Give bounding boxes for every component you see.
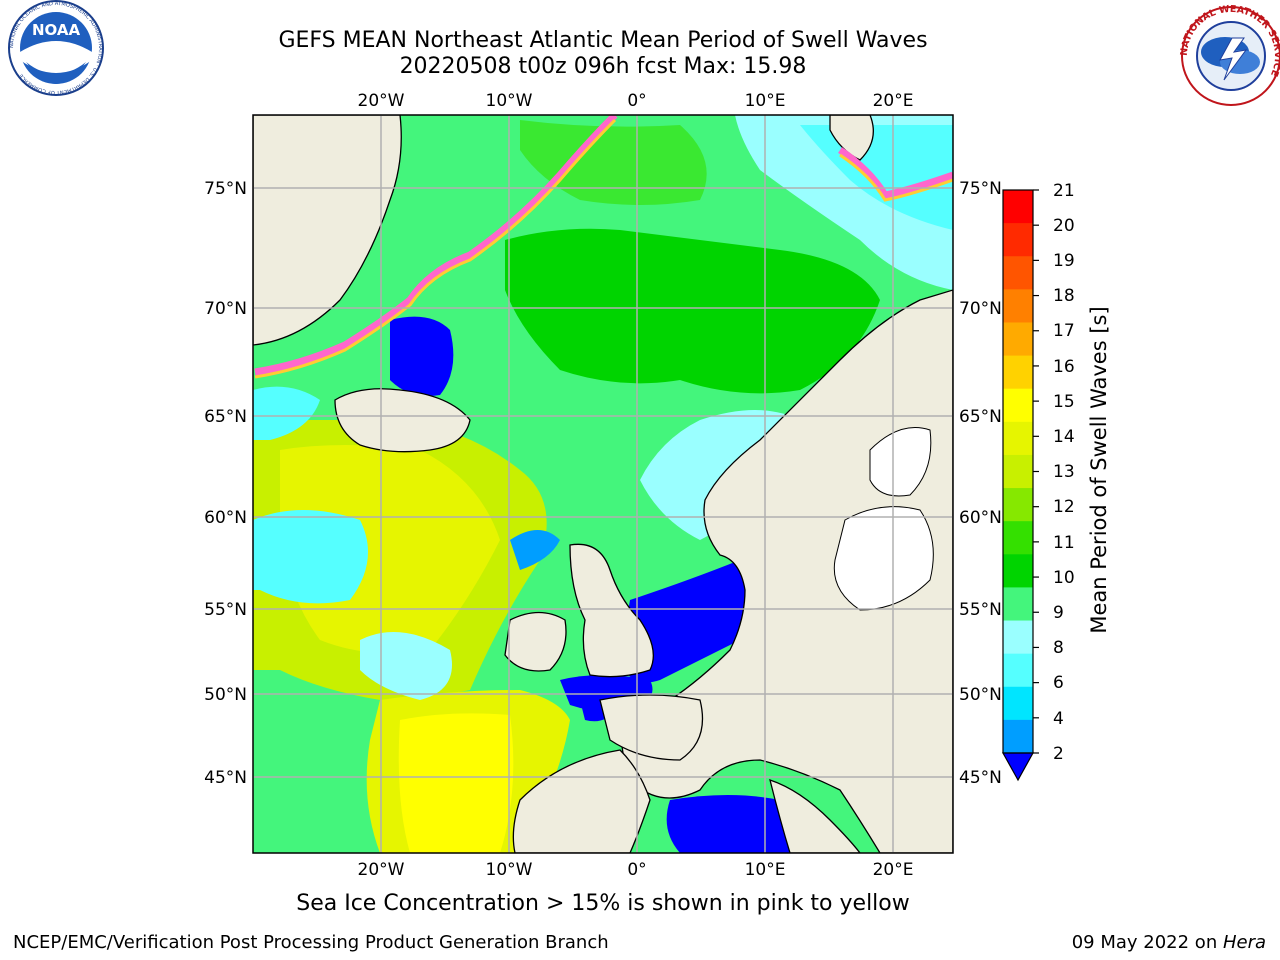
producer-credit: NCEP/EMC/Verification Post Processing Pr… bbox=[13, 932, 609, 953]
lat-label-left: 70°N bbox=[204, 299, 247, 319]
colorbar-tick-label: 14 bbox=[1053, 427, 1075, 447]
lon-label-top: 0° bbox=[627, 91, 646, 111]
colorbar-label: Mean Period of Swell Waves [s] bbox=[1087, 306, 1111, 633]
lat-label-left: 75°N bbox=[204, 179, 247, 199]
map-gridlines bbox=[253, 115, 953, 853]
lon-labels-top: 20°W 10°W 0° 10°E 20°E bbox=[358, 91, 914, 111]
colorbar-tick-label: 9 bbox=[1053, 603, 1064, 623]
lat-labels-left: 75°N 70°N 65°N 60°N 55°N 50°N 45°N bbox=[204, 179, 247, 788]
lat-labels-right: 75°N 70°N 65°N 60°N 55°N 50°N 45°N bbox=[959, 179, 1002, 788]
lon-label-top: 20°W bbox=[358, 91, 405, 111]
colorbar-swatch bbox=[1003, 521, 1033, 555]
colorbar-tick-label: 15 bbox=[1053, 392, 1075, 412]
lat-label-left: 55°N bbox=[204, 600, 247, 620]
lon-label-bottom: 20°E bbox=[873, 860, 914, 880]
lon-label-top: 10°E bbox=[745, 91, 786, 111]
lon-label-bottom: 10°E bbox=[745, 860, 786, 880]
colorbar-swatches bbox=[1001, 189, 1039, 782]
nws-logo: NATIONAL WEATHER SERVICE bbox=[1179, 4, 1280, 106]
colorbar-tick-label: 16 bbox=[1053, 357, 1075, 377]
colorbar-tick-label: 6 bbox=[1053, 673, 1064, 693]
lat-label-right: 50°N bbox=[959, 685, 1002, 705]
map-panel bbox=[253, 115, 953, 853]
colorbar: 21 20 19 18 17 16 15 14 13 12 11 10 9 8 … bbox=[1001, 181, 1111, 782]
lat-label-right: 60°N bbox=[959, 508, 1002, 528]
colorbar-swatch bbox=[1003, 289, 1033, 323]
colorbar-swatch bbox=[1003, 719, 1033, 754]
noaa-logo-text: NOAA bbox=[32, 21, 81, 39]
colorbar-swatch bbox=[1003, 421, 1033, 456]
colorbar-swatch bbox=[1003, 554, 1033, 588]
map-frame bbox=[252, 114, 954, 854]
lat-label-left: 50°N bbox=[204, 685, 247, 705]
generation-host: Hera bbox=[1222, 932, 1266, 953]
colorbar-swatch bbox=[1003, 488, 1033, 522]
lat-label-right: 55°N bbox=[959, 600, 1002, 620]
colorbar-tick-label: 2 bbox=[1053, 744, 1064, 764]
colorbar-swatch bbox=[1003, 587, 1033, 622]
colorbar-swatch bbox=[1003, 322, 1033, 357]
colorbar-tick-label: 21 bbox=[1053, 181, 1075, 201]
lat-label-right: 65°N bbox=[959, 407, 1002, 427]
colorbar-tick-label: 12 bbox=[1053, 497, 1075, 517]
colorbar-tick-label: 17 bbox=[1053, 321, 1075, 341]
colorbar-swatch bbox=[1003, 355, 1033, 390]
colorbar-ticks: 21 20 19 18 17 16 15 14 13 12 11 10 9 8 … bbox=[1053, 181, 1075, 764]
lat-label-left: 65°N bbox=[204, 407, 247, 427]
colorbar-swatch bbox=[1003, 620, 1033, 655]
colorbar-swatch bbox=[1003, 686, 1033, 721]
lat-label-left: 45°N bbox=[204, 768, 247, 788]
noaa-logo: NOAA NATIONAL OCEANIC AND ATMOSPHERIC AD… bbox=[8, 0, 104, 96]
lon-labels-bottom: 20°W 10°W 0° 10°E 20°E bbox=[358, 860, 914, 880]
colorbar-tick-label: 18 bbox=[1053, 286, 1075, 306]
colorbar-swatch bbox=[1003, 190, 1033, 224]
generation-date-text: 09 May 2022 on bbox=[1071, 932, 1223, 953]
colorbar-swatch bbox=[1003, 454, 1033, 489]
colorbar-tick-label: 8 bbox=[1053, 638, 1064, 658]
lat-label-right: 75°N bbox=[959, 179, 1002, 199]
colorbar-tick-label: 19 bbox=[1053, 251, 1075, 271]
colorbar-tick-label: 20 bbox=[1053, 216, 1075, 236]
colorbar-swatch bbox=[1003, 223, 1033, 257]
colorbar-tick-label: 11 bbox=[1053, 533, 1075, 553]
lon-label-bottom: 0° bbox=[627, 860, 646, 880]
lat-label-right: 45°N bbox=[959, 768, 1002, 788]
colorbar-under-arrow bbox=[1001, 752, 1035, 782]
lon-label-bottom: 20°W bbox=[358, 860, 405, 880]
lat-label-left: 60°N bbox=[204, 508, 247, 528]
chart-subtitle: 20220508 t00z 096h fcst Max: 15.98 bbox=[399, 54, 807, 79]
colorbar-swatch bbox=[1003, 388, 1033, 423]
sea-ice-note: Sea Ice Concentration > 15% is shown in … bbox=[296, 891, 910, 916]
chart-title: GEFS MEAN Northeast Atlantic Mean Period… bbox=[278, 28, 928, 53]
colorbar-swatch bbox=[1003, 256, 1033, 290]
colorbar-tick-label: 10 bbox=[1053, 568, 1075, 588]
generation-date: 09 May 2022 on Hera bbox=[1072, 932, 1266, 953]
lat-label-right: 70°N bbox=[959, 299, 1002, 319]
colorbar-tick-label: 13 bbox=[1053, 462, 1075, 482]
lon-label-bottom: 10°W bbox=[486, 860, 533, 880]
lon-label-top: 20°E bbox=[873, 91, 914, 111]
colorbar-tick-label: 4 bbox=[1053, 709, 1064, 729]
lon-label-top: 10°W bbox=[486, 91, 533, 111]
colorbar-swatch bbox=[1003, 653, 1033, 688]
